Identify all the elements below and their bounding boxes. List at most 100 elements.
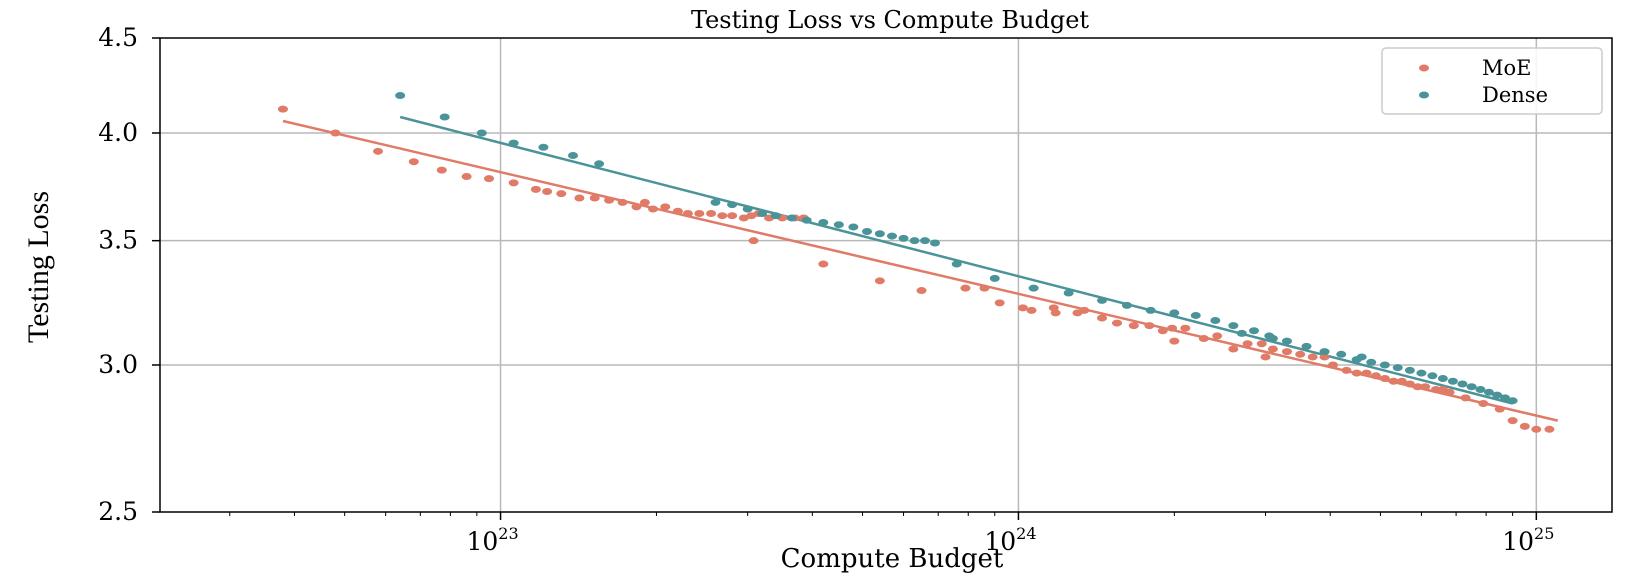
point-moe bbox=[1212, 332, 1223, 340]
y-tick-label: 2.5 bbox=[98, 497, 138, 526]
point-moe bbox=[1396, 377, 1407, 385]
point-moe bbox=[1420, 383, 1431, 391]
point-moe bbox=[574, 194, 585, 202]
point-moe bbox=[277, 105, 288, 113]
point-dense bbox=[1457, 380, 1468, 388]
chart-title: Testing Loss vs Compute Budget bbox=[691, 6, 1089, 34]
x-tick-label: 1025 bbox=[1502, 524, 1554, 556]
point-dense bbox=[1507, 397, 1518, 405]
point-dense bbox=[1366, 358, 1377, 366]
legend-label-dense: Dense bbox=[1482, 83, 1548, 107]
point-dense bbox=[1492, 391, 1503, 399]
point-moe bbox=[1404, 380, 1415, 388]
point-moe bbox=[960, 284, 971, 292]
x-tick-label: 1023 bbox=[466, 524, 518, 556]
point-dense bbox=[1145, 306, 1156, 314]
legend-marker-dense bbox=[1419, 91, 1429, 99]
point-dense bbox=[710, 198, 721, 206]
point-moe bbox=[694, 209, 705, 217]
trend-line-dense bbox=[399, 115, 1513, 405]
point-dense bbox=[1392, 364, 1403, 372]
point-moe bbox=[1169, 337, 1180, 345]
point-moe bbox=[556, 190, 567, 198]
point-dense bbox=[1427, 372, 1438, 380]
point-moe bbox=[1388, 377, 1399, 385]
point-moe bbox=[1128, 322, 1139, 330]
point-moe bbox=[436, 166, 447, 174]
point-moe bbox=[1430, 386, 1441, 394]
point-dense bbox=[989, 274, 1000, 282]
point-moe bbox=[648, 205, 659, 213]
point-dense bbox=[1210, 317, 1221, 325]
point-dense bbox=[1228, 322, 1239, 330]
point-dense bbox=[1267, 335, 1278, 343]
point-moe bbox=[1319, 353, 1330, 361]
legend-label-moe: MoE bbox=[1482, 56, 1531, 80]
y-tick-label: 3.0 bbox=[98, 350, 138, 379]
point-dense bbox=[1248, 327, 1259, 335]
point-moe bbox=[617, 198, 628, 206]
point-moe bbox=[330, 129, 341, 137]
legend-marker-moe bbox=[1419, 64, 1429, 72]
point-dense bbox=[439, 113, 450, 121]
point-moe bbox=[1295, 350, 1306, 358]
legend: MoE Dense bbox=[1381, 47, 1603, 115]
point-moe bbox=[1307, 353, 1318, 361]
point-moe bbox=[639, 198, 650, 206]
point-moe bbox=[818, 260, 829, 268]
point-moe bbox=[1361, 369, 1372, 377]
point-dense bbox=[919, 237, 930, 245]
point-dense bbox=[508, 139, 519, 147]
point-dense bbox=[1063, 289, 1074, 297]
point-moe bbox=[604, 196, 615, 204]
y-tick-label: 4.0 bbox=[98, 118, 138, 147]
point-moe bbox=[1167, 324, 1178, 332]
point-moe bbox=[1144, 322, 1155, 330]
point-moe bbox=[660, 203, 671, 211]
point-dense bbox=[1281, 337, 1292, 345]
point-dense bbox=[742, 205, 753, 213]
point-moe bbox=[1478, 400, 1489, 408]
point-moe bbox=[589, 194, 600, 202]
point-dense bbox=[1416, 369, 1427, 377]
point-dense bbox=[951, 260, 962, 268]
point-dense bbox=[1169, 309, 1180, 317]
point-dense bbox=[1356, 353, 1367, 361]
point-dense bbox=[1236, 329, 1247, 337]
point-dense bbox=[594, 160, 605, 168]
point-moe bbox=[508, 179, 519, 187]
point-moe bbox=[994, 299, 1005, 307]
point-dense bbox=[874, 230, 885, 238]
point-moe bbox=[631, 203, 642, 211]
scatter-points bbox=[277, 92, 1555, 433]
point-moe bbox=[1341, 366, 1352, 374]
point-moe bbox=[1267, 345, 1278, 353]
x-axis-label: Compute Budget bbox=[781, 544, 1004, 574]
y-tick-label: 4.5 bbox=[98, 23, 138, 52]
point-dense bbox=[929, 239, 940, 247]
plot-frame bbox=[159, 37, 1613, 513]
point-moe bbox=[1260, 353, 1271, 361]
point-moe bbox=[1050, 309, 1061, 317]
point-moe bbox=[1328, 361, 1339, 369]
point-moe bbox=[1198, 335, 1209, 343]
point-dense bbox=[1447, 377, 1458, 385]
point-dense bbox=[1466, 383, 1477, 391]
point-dense bbox=[909, 237, 920, 245]
point-dense bbox=[1319, 348, 1330, 356]
point-dense bbox=[887, 232, 898, 240]
point-moe bbox=[1017, 304, 1028, 312]
point-dense bbox=[395, 92, 406, 100]
point-moe bbox=[1507, 417, 1518, 425]
point-dense bbox=[770, 212, 781, 220]
point-moe bbox=[373, 147, 384, 155]
point-dense bbox=[538, 143, 549, 151]
point-moe bbox=[916, 287, 927, 295]
point-moe bbox=[682, 209, 693, 217]
point-moe bbox=[748, 237, 759, 245]
point-dense bbox=[1500, 394, 1511, 402]
point-moe bbox=[461, 172, 472, 180]
point-moe bbox=[706, 209, 717, 217]
point-moe bbox=[1412, 383, 1423, 391]
